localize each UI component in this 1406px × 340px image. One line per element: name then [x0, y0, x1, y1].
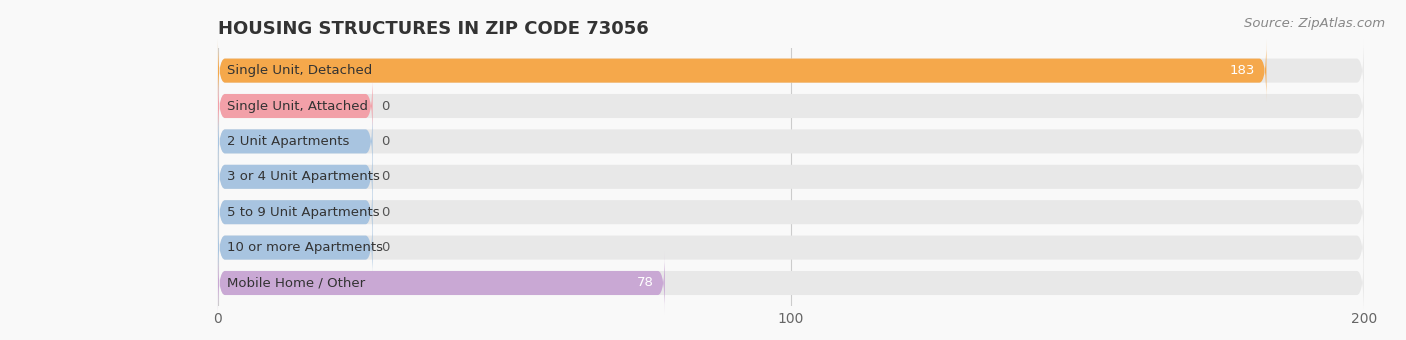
FancyBboxPatch shape: [218, 146, 373, 208]
Text: Single Unit, Detached: Single Unit, Detached: [226, 64, 371, 77]
Text: 0: 0: [381, 206, 389, 219]
Text: 0: 0: [381, 100, 389, 113]
Text: 0: 0: [381, 170, 389, 183]
Text: 0: 0: [381, 135, 389, 148]
FancyBboxPatch shape: [218, 75, 1364, 137]
FancyBboxPatch shape: [218, 216, 1364, 279]
Text: 3 or 4 Unit Apartments: 3 or 4 Unit Apartments: [226, 170, 380, 183]
Text: 10 or more Apartments: 10 or more Apartments: [226, 241, 382, 254]
Text: 2 Unit Apartments: 2 Unit Apartments: [226, 135, 349, 148]
Text: 5 to 9 Unit Apartments: 5 to 9 Unit Apartments: [226, 206, 380, 219]
Text: Source: ZipAtlas.com: Source: ZipAtlas.com: [1244, 17, 1385, 30]
FancyBboxPatch shape: [218, 39, 1364, 102]
FancyBboxPatch shape: [218, 110, 373, 173]
Text: 183: 183: [1230, 64, 1256, 77]
Text: 78: 78: [637, 276, 654, 289]
Text: Mobile Home / Other: Mobile Home / Other: [226, 276, 364, 289]
FancyBboxPatch shape: [218, 181, 373, 243]
FancyBboxPatch shape: [218, 75, 373, 137]
FancyBboxPatch shape: [218, 146, 1364, 208]
FancyBboxPatch shape: [218, 252, 1364, 314]
FancyBboxPatch shape: [218, 110, 1364, 173]
FancyBboxPatch shape: [218, 216, 373, 279]
FancyBboxPatch shape: [218, 39, 1267, 102]
FancyBboxPatch shape: [218, 252, 665, 314]
Text: Single Unit, Attached: Single Unit, Attached: [226, 100, 367, 113]
Text: HOUSING STRUCTURES IN ZIP CODE 73056: HOUSING STRUCTURES IN ZIP CODE 73056: [218, 20, 648, 38]
Text: 0: 0: [381, 241, 389, 254]
FancyBboxPatch shape: [218, 181, 1364, 243]
